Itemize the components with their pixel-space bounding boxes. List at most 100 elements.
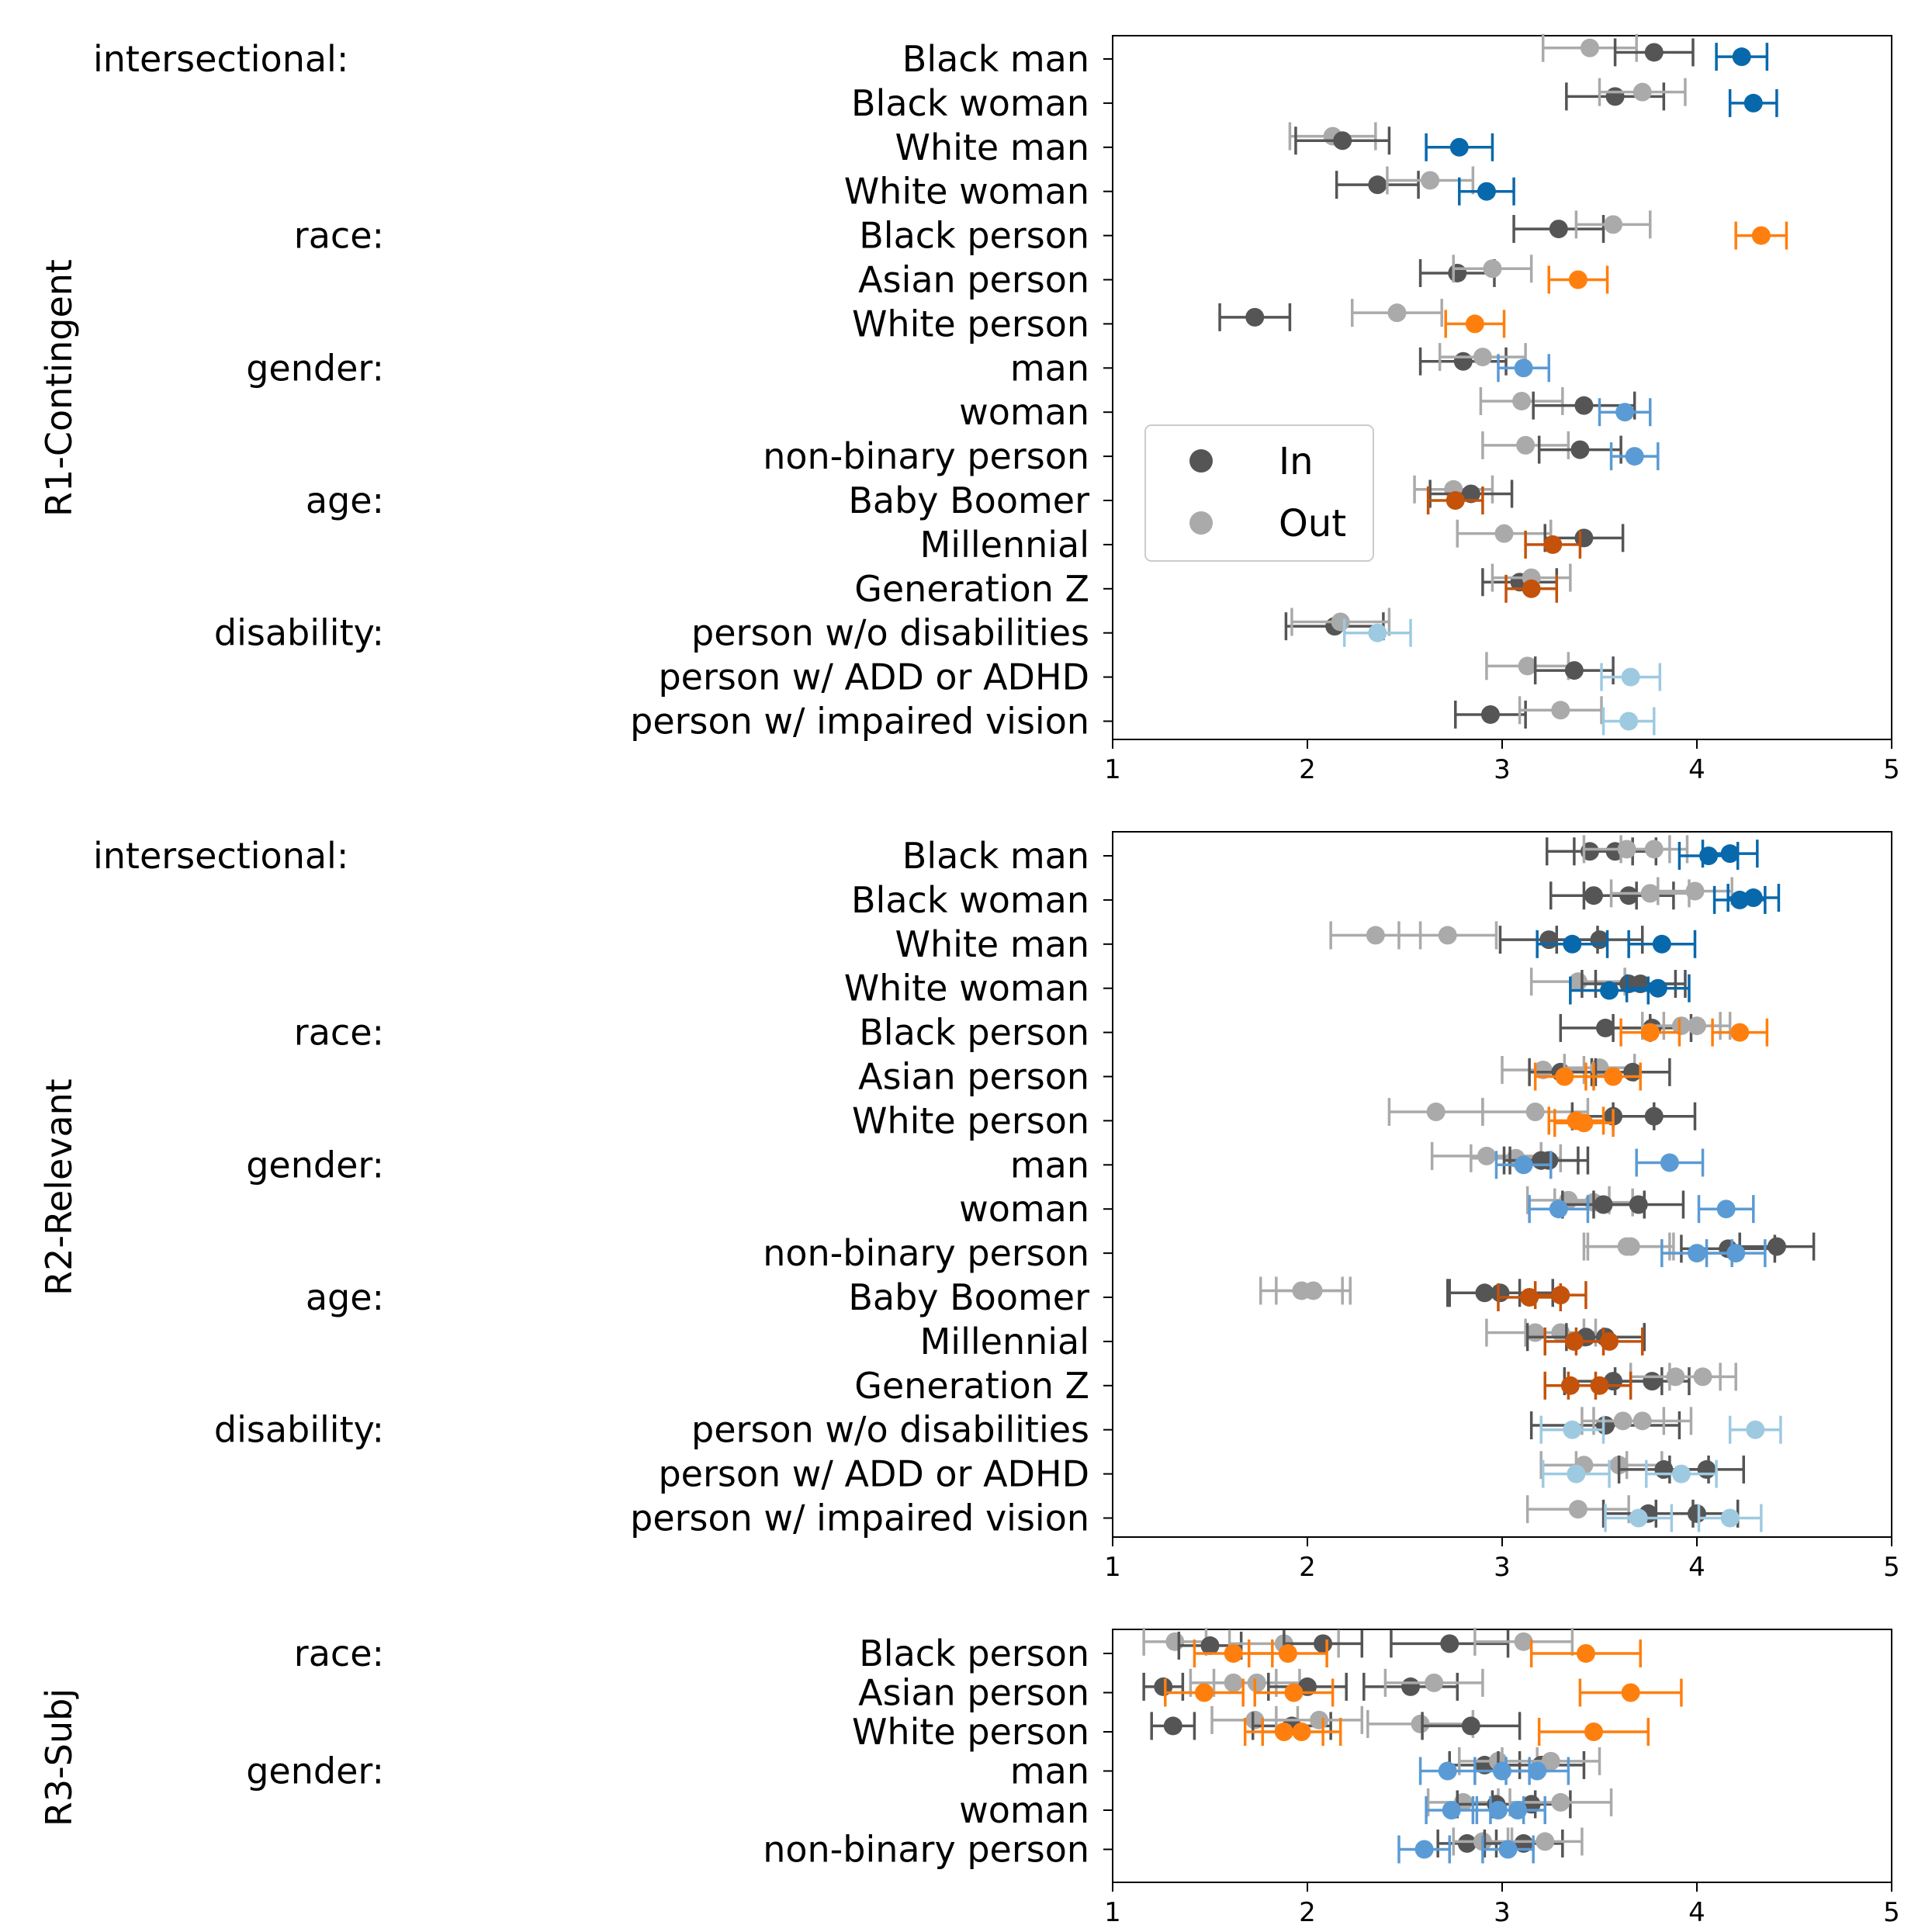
- data-point: [1494, 1151, 1553, 1179]
- point-marker: [1194, 1683, 1214, 1702]
- point-marker: [1600, 981, 1619, 1000]
- point-marker: [1448, 263, 1467, 282]
- data-point: [1481, 431, 1570, 459]
- category-label: Asian person: [858, 259, 1089, 301]
- data-point: [1288, 122, 1377, 151]
- category-label: Black man: [902, 38, 1089, 80]
- data-point: [1625, 974, 1691, 1002]
- point-marker: [1477, 182, 1496, 201]
- data-point: [1569, 976, 1650, 1005]
- category-label: Generation Z: [854, 568, 1089, 610]
- point-marker: [1368, 623, 1387, 642]
- point-marker: [1292, 1723, 1311, 1741]
- point-marker: [1446, 491, 1465, 510]
- point-marker: [1438, 1761, 1457, 1781]
- point-marker: [1629, 1195, 1648, 1214]
- point-marker: [1200, 1636, 1220, 1655]
- point-marker: [1453, 351, 1473, 371]
- legend: In Out: [1144, 424, 1374, 562]
- point-marker: [1224, 1644, 1243, 1663]
- x-tick-label: 5: [1883, 754, 1900, 785]
- point-marker: [1414, 1840, 1434, 1859]
- data-point: [1619, 835, 1689, 864]
- point-marker: [1551, 1286, 1570, 1305]
- data-point: [1504, 574, 1559, 603]
- data-point: [1657, 877, 1733, 905]
- x-tick-label: 2: [1299, 1897, 1316, 1928]
- category-label: non-binary person: [763, 1829, 1089, 1871]
- data-point: [1604, 1504, 1674, 1532]
- category-label: Millennial: [920, 1321, 1089, 1362]
- point-marker: [1457, 1833, 1477, 1853]
- data-point: [1635, 1148, 1705, 1177]
- point-marker: [1514, 1155, 1533, 1175]
- point-marker: [1685, 881, 1705, 901]
- data-point: [1539, 1415, 1605, 1444]
- category-label: non-binary person: [763, 1232, 1089, 1274]
- data-point: [1726, 884, 1781, 912]
- group-label: race:: [294, 215, 384, 257]
- legend-label: Out: [1279, 502, 1346, 545]
- point-marker: [1165, 1632, 1185, 1651]
- category-label: Black person: [859, 1012, 1089, 1054]
- group-label: disability:: [214, 1409, 384, 1451]
- data-point: [1574, 1327, 1644, 1356]
- data-point: [1662, 1012, 1732, 1040]
- point-marker: [1304, 1281, 1323, 1300]
- point-marker: [1732, 47, 1751, 67]
- point-marker: [1536, 1832, 1555, 1851]
- point-marker: [1543, 535, 1563, 554]
- point-marker: [1574, 396, 1594, 415]
- point-marker: [1465, 314, 1484, 334]
- group-label: age:: [306, 480, 384, 521]
- category-label: person w/ ADD or ADHD: [658, 1453, 1089, 1495]
- point-marker: [1688, 1504, 1706, 1523]
- category-label: person w/ impaired vision: [630, 1497, 1089, 1539]
- point-marker: [1648, 978, 1667, 998]
- point-marker: [1584, 1723, 1603, 1741]
- point-marker: [1449, 137, 1469, 157]
- data-point: [1418, 258, 1496, 287]
- group-label: gender:: [246, 347, 384, 389]
- point-marker: [1514, 358, 1533, 378]
- data-point: [1438, 343, 1527, 372]
- data-point: [1142, 1627, 1208, 1656]
- data-point: [1247, 1639, 1328, 1667]
- category-label: White woman: [844, 968, 1089, 1009]
- point-marker: [1425, 1673, 1444, 1692]
- data-point: [1573, 837, 1658, 866]
- data-point: [1418, 347, 1508, 376]
- point-marker: [1688, 1016, 1706, 1036]
- data-point: [1598, 78, 1687, 106]
- point-marker: [1549, 1200, 1568, 1219]
- category-label: man: [1010, 347, 1089, 389]
- point-marker: [1508, 1801, 1528, 1819]
- data-point: [1728, 1415, 1782, 1444]
- point-marker: [1693, 1367, 1712, 1387]
- category-label: woman: [959, 391, 1089, 433]
- x-tick-label: 3: [1494, 754, 1511, 785]
- data-point: [1426, 486, 1484, 514]
- category-label: Black person: [859, 1633, 1089, 1674]
- data-point: [1697, 1195, 1755, 1224]
- data-point: [1397, 921, 1498, 950]
- data-point: [1387, 1098, 1484, 1127]
- category-label: non-binary person: [763, 435, 1089, 477]
- data-point: [1567, 1371, 1633, 1400]
- point-marker: [1580, 38, 1599, 57]
- point-marker: [1570, 440, 1590, 459]
- point-marker: [1576, 1644, 1595, 1663]
- data-point: [1366, 1709, 1475, 1738]
- point-marker: [1621, 1683, 1640, 1702]
- point-marker: [1440, 1634, 1459, 1653]
- category-label: man: [1010, 1750, 1089, 1792]
- point-marker: [1473, 348, 1492, 367]
- data-point: [1697, 1504, 1763, 1532]
- data-point: [1350, 299, 1443, 327]
- point-marker: [1625, 447, 1644, 466]
- data-point: [1421, 1712, 1522, 1740]
- point-marker: [1331, 612, 1350, 632]
- x-tick-label: 1: [1104, 754, 1121, 785]
